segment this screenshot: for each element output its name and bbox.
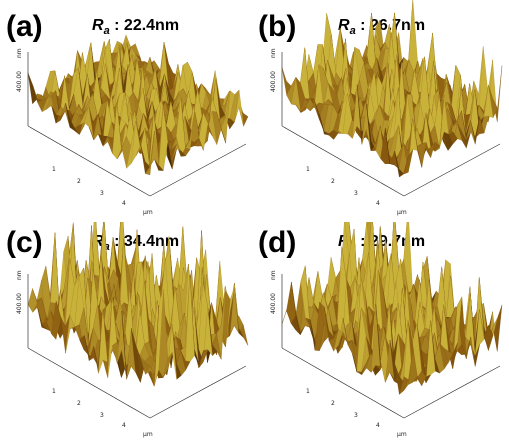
surface-facet: [399, 155, 409, 178]
x-tick-3: 3: [100, 190, 104, 197]
x-axis-line: [281, 125, 405, 197]
roughness-label: Ra : 22.4nm: [92, 17, 180, 37]
y-axis-line: [149, 143, 247, 197]
panel-label: (c): [6, 226, 43, 259]
afm-surface-plot: 400.00 nm 1 2 3 4 μm: [270, 222, 503, 438]
x-tick-1: 1: [52, 388, 56, 395]
z-axis-unit: nm: [16, 48, 23, 58]
z-axis-label: 400.00: [16, 293, 23, 314]
x-tick-4: 4: [122, 200, 126, 207]
y-axis-line: [403, 365, 501, 419]
z-axis-label: 400.00: [270, 293, 277, 314]
x-tick-2: 2: [331, 178, 335, 185]
panel-d: (d) Ra : 29.7nm 400.00 nm 1 2 3 4 μm: [254, 222, 508, 444]
x-tick-1: 1: [52, 166, 56, 173]
x-tick-2: 2: [331, 400, 335, 407]
panel-label: (a): [6, 10, 43, 43]
x-axis-line: [27, 347, 151, 419]
x-axis-line: [281, 347, 405, 419]
surface-facet: [145, 365, 155, 376]
surface-mesh: [27, 34, 249, 176]
panel-c: (c) Ra : 34.4nm 400.00 nm 1 2 3 4 μm: [0, 222, 254, 444]
roughness-label: Ra : 34.4nm: [92, 233, 180, 253]
x-tick-3: 3: [354, 412, 358, 419]
x-tick-1: 1: [306, 388, 310, 395]
afm-surface-plot: 400.00 nm 1 2 3 4 μm: [270, 0, 503, 216]
x-tick-3: 3: [354, 190, 358, 197]
surface-mesh: [281, 222, 503, 395]
x-tick-4: 4: [376, 200, 380, 207]
x-tick-1: 1: [306, 166, 310, 173]
ra-subscript: a: [103, 241, 110, 253]
x-tick-2: 2: [77, 178, 81, 185]
surface-mesh: [281, 0, 503, 178]
surface-facet: [399, 376, 409, 395]
z-axis-label: 400.00: [270, 71, 277, 92]
ra-symbol: R: [92, 233, 104, 250]
y-axis-line: [403, 143, 501, 197]
z-axis-label: 400.00: [16, 71, 23, 92]
x-axis-line: [27, 125, 151, 197]
x-tick-2: 2: [77, 400, 81, 407]
afm-surface-plot: 400.00 nm 1 2 3 4 μm: [16, 222, 249, 438]
ra-symbol: R: [92, 17, 104, 34]
ra-value: : 22.4nm: [114, 17, 180, 34]
ra-subscript: a: [103, 25, 110, 37]
z-axis-unit: nm: [270, 270, 277, 280]
panel-label: (b): [258, 10, 297, 43]
z-axis-unit: nm: [270, 48, 277, 58]
y-axis-line: [149, 365, 247, 419]
z-axis-unit: nm: [16, 270, 23, 280]
x-axis-unit: μm: [397, 431, 407, 438]
ra-subscript: a: [349, 25, 356, 37]
surface-mesh: [27, 222, 249, 387]
afm-surface-plot: 400.00 nm 1 2 3 4 μm: [16, 34, 249, 216]
panel-a: (a) Ra : 22.4nm 400.00 nm 1 2 3 4 μm: [0, 0, 254, 222]
x-tick-3: 3: [100, 412, 104, 419]
x-axis-unit: μm: [397, 209, 407, 216]
x-tick-4: 4: [122, 422, 126, 429]
x-tick-4: 4: [376, 422, 380, 429]
panel-label: (d): [258, 226, 297, 259]
x-axis-unit: μm: [143, 431, 153, 438]
surface-facet: [27, 72, 38, 105]
surface-facet: [145, 130, 155, 176]
ra-value: : 34.4nm: [114, 233, 180, 250]
panel-b: (b) Ra : 26.7nm 400.00 nm 1 2 3 4 μm: [254, 0, 508, 222]
x-axis-unit: μm: [143, 209, 153, 216]
ra-symbol: R: [338, 17, 350, 34]
